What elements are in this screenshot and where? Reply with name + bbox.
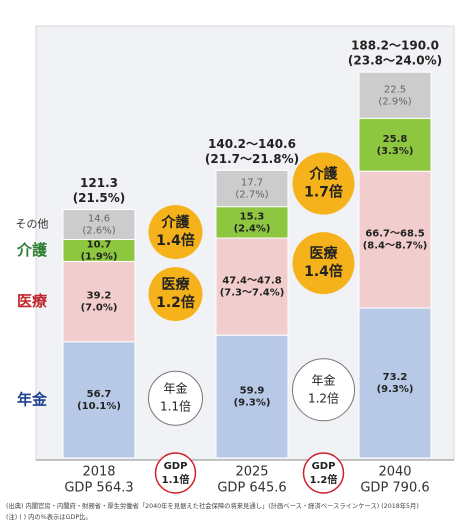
growth-badge xyxy=(148,205,203,260)
growth-badge xyxy=(292,358,355,422)
footnote: (出典) 内閣官房・内閣府・財務省・厚生労働省「2040年を見据えた社会保障の将… xyxy=(6,501,419,510)
growth-badge-title: 介護 xyxy=(309,166,339,183)
growth-badge-value: 1.7倍 xyxy=(304,184,343,201)
bar-segment xyxy=(358,307,432,459)
value-label: 59.9 xyxy=(240,386,265,397)
pct-label: (10.1%) xyxy=(77,401,121,412)
gdp-label: GDP 790.6 xyxy=(360,481,429,496)
bar-segment xyxy=(215,169,289,208)
growth-badge-value: 1.4倍 xyxy=(304,263,343,280)
bar-segment xyxy=(358,71,432,119)
value-label: 66.7～68.5 xyxy=(365,229,424,240)
gdp-badge xyxy=(302,452,345,494)
value-label: 14.6 xyxy=(88,214,110,225)
x-tick-label: 2040 xyxy=(378,465,411,480)
value-label: 22.5 xyxy=(384,84,406,95)
pct-label: (8.4～8.7%) xyxy=(363,241,428,252)
pct-label: (2.9%) xyxy=(378,96,411,107)
growth-badge xyxy=(148,267,203,322)
growth-badge xyxy=(292,152,355,215)
gdp-label: GDP 564.3 xyxy=(64,481,133,496)
bar-segment xyxy=(215,334,289,459)
pct-label: (9.3%) xyxy=(234,398,271,409)
growth-badge-title: 医療 xyxy=(310,245,339,262)
value-label: 17.7 xyxy=(241,178,263,189)
value-label: 39.2 xyxy=(87,291,112,302)
gdp-badge-title: GDP xyxy=(164,461,188,472)
growth-badge-value: 1.2倍 xyxy=(156,294,195,311)
pct-label: (2.4%) xyxy=(234,223,271,234)
value-label: 47.4～47.8 xyxy=(222,276,281,287)
value-label: 73.2 xyxy=(383,372,408,383)
growth-badge-title: 介護 xyxy=(161,214,191,231)
value-label: 10.7 xyxy=(87,239,112,250)
growth-badge-value: 1.1倍 xyxy=(160,399,191,414)
pct-label: (3.3%) xyxy=(377,146,414,157)
bar-segment xyxy=(358,117,432,172)
gdp-badge-value: 1.2倍 xyxy=(310,473,338,486)
total-label: 188.2～190.0 xyxy=(351,39,439,53)
total-pct-label: (21.5%) xyxy=(73,191,126,205)
growth-badge-title: 年金 xyxy=(163,381,187,396)
x-tick-label: 2025 xyxy=(235,465,268,480)
pct-label: (9.3%) xyxy=(377,384,414,395)
total-pct-label: (21.7～21.8%) xyxy=(205,152,299,166)
gdp-label: GDP 645.6 xyxy=(217,481,286,496)
gdp-badge xyxy=(154,452,197,494)
gdp-badge-value: 1.1倍 xyxy=(162,473,190,486)
total-label: 140.2～140.6 xyxy=(208,137,296,151)
growth-badge-title: 医療 xyxy=(162,276,191,293)
growth-badge xyxy=(148,370,203,426)
legend-label: 介護 xyxy=(16,241,48,259)
bar-segment xyxy=(215,206,289,239)
pct-label: (1.9%) xyxy=(81,251,118,262)
bar-segment xyxy=(62,341,136,459)
legend-label: 年金 xyxy=(17,390,48,408)
bar-segment xyxy=(215,237,289,336)
total-label: 121.3 xyxy=(80,176,118,190)
value-label: 56.7 xyxy=(87,389,112,400)
legend-label: 医療 xyxy=(17,292,48,310)
growth-badge-title: 年金 xyxy=(311,372,335,387)
pct-label: (7.3～7.4%) xyxy=(220,288,285,299)
value-label: 25.8 xyxy=(383,134,408,145)
growth-badge-value: 1.4倍 xyxy=(156,232,195,249)
pct-label: (2.7%) xyxy=(235,190,268,201)
bar-segment xyxy=(62,209,136,240)
growth-badge xyxy=(292,232,355,295)
footnote: (注) ( ) 内の%表示はGDP比。 xyxy=(6,512,92,521)
pct-label: (2.6%) xyxy=(82,226,115,237)
growth-badge-value: 1.2倍 xyxy=(308,390,339,405)
total-pct-label: (23.8～24.0%) xyxy=(348,54,442,68)
legend-label: その他 xyxy=(16,218,49,231)
value-label: 15.3 xyxy=(240,211,265,222)
gdp-badge-title: GDP xyxy=(312,461,336,472)
pct-label: (7.0%) xyxy=(81,303,118,314)
x-tick-label: 2018 xyxy=(82,465,115,480)
